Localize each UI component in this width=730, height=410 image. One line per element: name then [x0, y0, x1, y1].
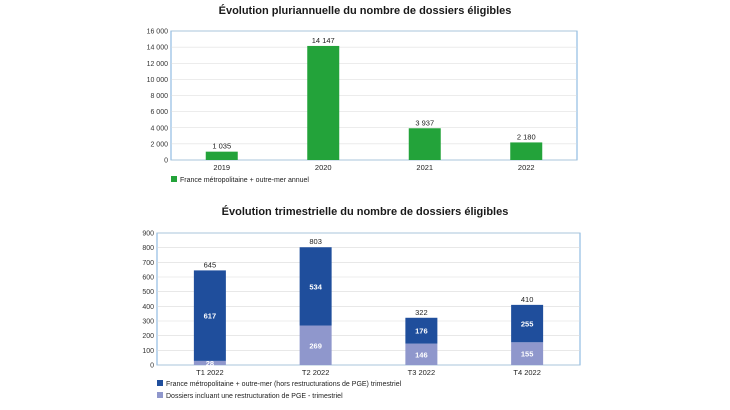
- quarterly-y-tick-label: 400: [142, 304, 154, 311]
- quarterly-bar-pge-value-label: 155: [521, 350, 534, 359]
- quarterly-bar-total-label: 645: [204, 260, 217, 269]
- annual-y-tick-label: 8 000: [150, 93, 168, 100]
- quarterly-chart-title: Évolution trimestrielle du nombre de dos…: [222, 205, 509, 218]
- quarterly-bar-hors-pge: [511, 304, 544, 343]
- quarterly-x-tick-label: T1 2022: [196, 368, 224, 377]
- annual-y-tick-label: 16 000: [147, 29, 169, 36]
- quarterly-y-tick-label: 0: [150, 363, 154, 370]
- annual-x-tick-label: 2022: [518, 163, 535, 172]
- quarterly-y-tick-label: 900: [142, 231, 154, 238]
- annual-chart: Évolution pluriannuelle du nombre de dos…: [147, 4, 578, 184]
- quarterly-bar-total-label: 322: [415, 308, 428, 317]
- annual-x-tick-label: 2021: [416, 163, 433, 172]
- quarterly-chart: Évolution trimestrielle du nombre de dos…: [142, 205, 581, 400]
- annual-y-tick-label: 12 000: [147, 61, 169, 68]
- annual-bar-value-label: 1 035: [212, 142, 231, 151]
- annual-x-tick-label: 2019: [213, 163, 230, 172]
- quarterly-bar-hors-pge-value-label: 176: [415, 327, 428, 336]
- annual-bar-value-label: 2 180: [517, 132, 536, 141]
- quarterly-bar-hors-pge-value-label: 617: [204, 312, 217, 321]
- quarterly-x-tick-label: T2 2022: [302, 368, 330, 377]
- quarterly-bar-hors-pge: [193, 270, 226, 361]
- quarterly-bar-pge: [299, 325, 332, 365]
- quarterly-legend: France métropolitaine + outre-mer (hors …: [157, 380, 402, 400]
- quarterly-x-tick-label: T3 2022: [408, 368, 436, 377]
- annual-bar: [307, 45, 340, 160]
- quarterly-bar-pge-value-label: 146: [415, 350, 428, 359]
- annual-y-tick-label: 10 000: [147, 77, 169, 84]
- quarterly-legend-label-pge: Dossiers incluant une restructuration de…: [166, 393, 343, 400]
- annual-bar: [205, 151, 238, 160]
- quarterly-bar-pge-value-label: 269: [309, 341, 322, 350]
- quarterly-y-tick-label: 700: [142, 260, 154, 267]
- quarterly-y-tick-label: 800: [142, 245, 154, 252]
- quarterly-y-tick-label: 200: [142, 333, 154, 340]
- annual-y-tick-label: 0: [164, 158, 168, 165]
- annual-legend: France métropolitaine + outre-mer annuel: [171, 176, 309, 184]
- quarterly-legend-swatch-hors-pge: [157, 380, 163, 386]
- quarterly-y-tick-label: 300: [142, 319, 154, 326]
- annual-y-tick-label: 14 000: [147, 45, 169, 52]
- quarterly-bar-total-label: 410: [521, 295, 534, 304]
- quarterly-bar-hors-pge-value-label: 255: [521, 320, 534, 329]
- annual-y-tick-label: 6 000: [150, 109, 168, 116]
- annual-y-tick-label: 2 000: [150, 141, 168, 148]
- quarterly-bar-hors-pge: [299, 247, 332, 326]
- quarterly-bar-hors-pge: [405, 317, 438, 344]
- quarterly-bar-pge: [405, 343, 438, 365]
- annual-legend-label: France métropolitaine + outre-mer annuel: [180, 177, 309, 184]
- quarterly-bar-hors-pge-value-label: 534: [309, 282, 322, 291]
- quarterly-bar-total-label: 803: [309, 237, 322, 246]
- quarterly-legend-label-hors-pge: France métropolitaine + outre-mer (hors …: [166, 381, 402, 388]
- annual-legend-swatch: [171, 176, 177, 182]
- quarterly-bar-pge-value-label: 28: [206, 359, 214, 368]
- quarterly-legend-swatch-pge: [157, 392, 163, 398]
- quarterly-x-tick-label: T4 2022: [513, 368, 541, 377]
- quarterly-y-tick-label: 500: [142, 289, 154, 296]
- annual-x-tick-label: 2020: [315, 163, 332, 172]
- annual-bar: [408, 128, 441, 160]
- quarterly-y-tick-label: 100: [142, 348, 154, 355]
- annual-y-tick-label: 4 000: [150, 125, 168, 132]
- annual-bar-value-label: 3 937: [415, 118, 434, 127]
- annual-chart-title: Évolution pluriannuelle du nombre de dos…: [219, 4, 512, 17]
- annual-bar: [510, 142, 543, 160]
- annual-bar-value-label: 14 147: [312, 36, 335, 45]
- quarterly-bar-pge: [511, 342, 544, 365]
- quarterly-bar-pge: [193, 360, 226, 365]
- quarterly-y-tick-label: 600: [142, 275, 154, 282]
